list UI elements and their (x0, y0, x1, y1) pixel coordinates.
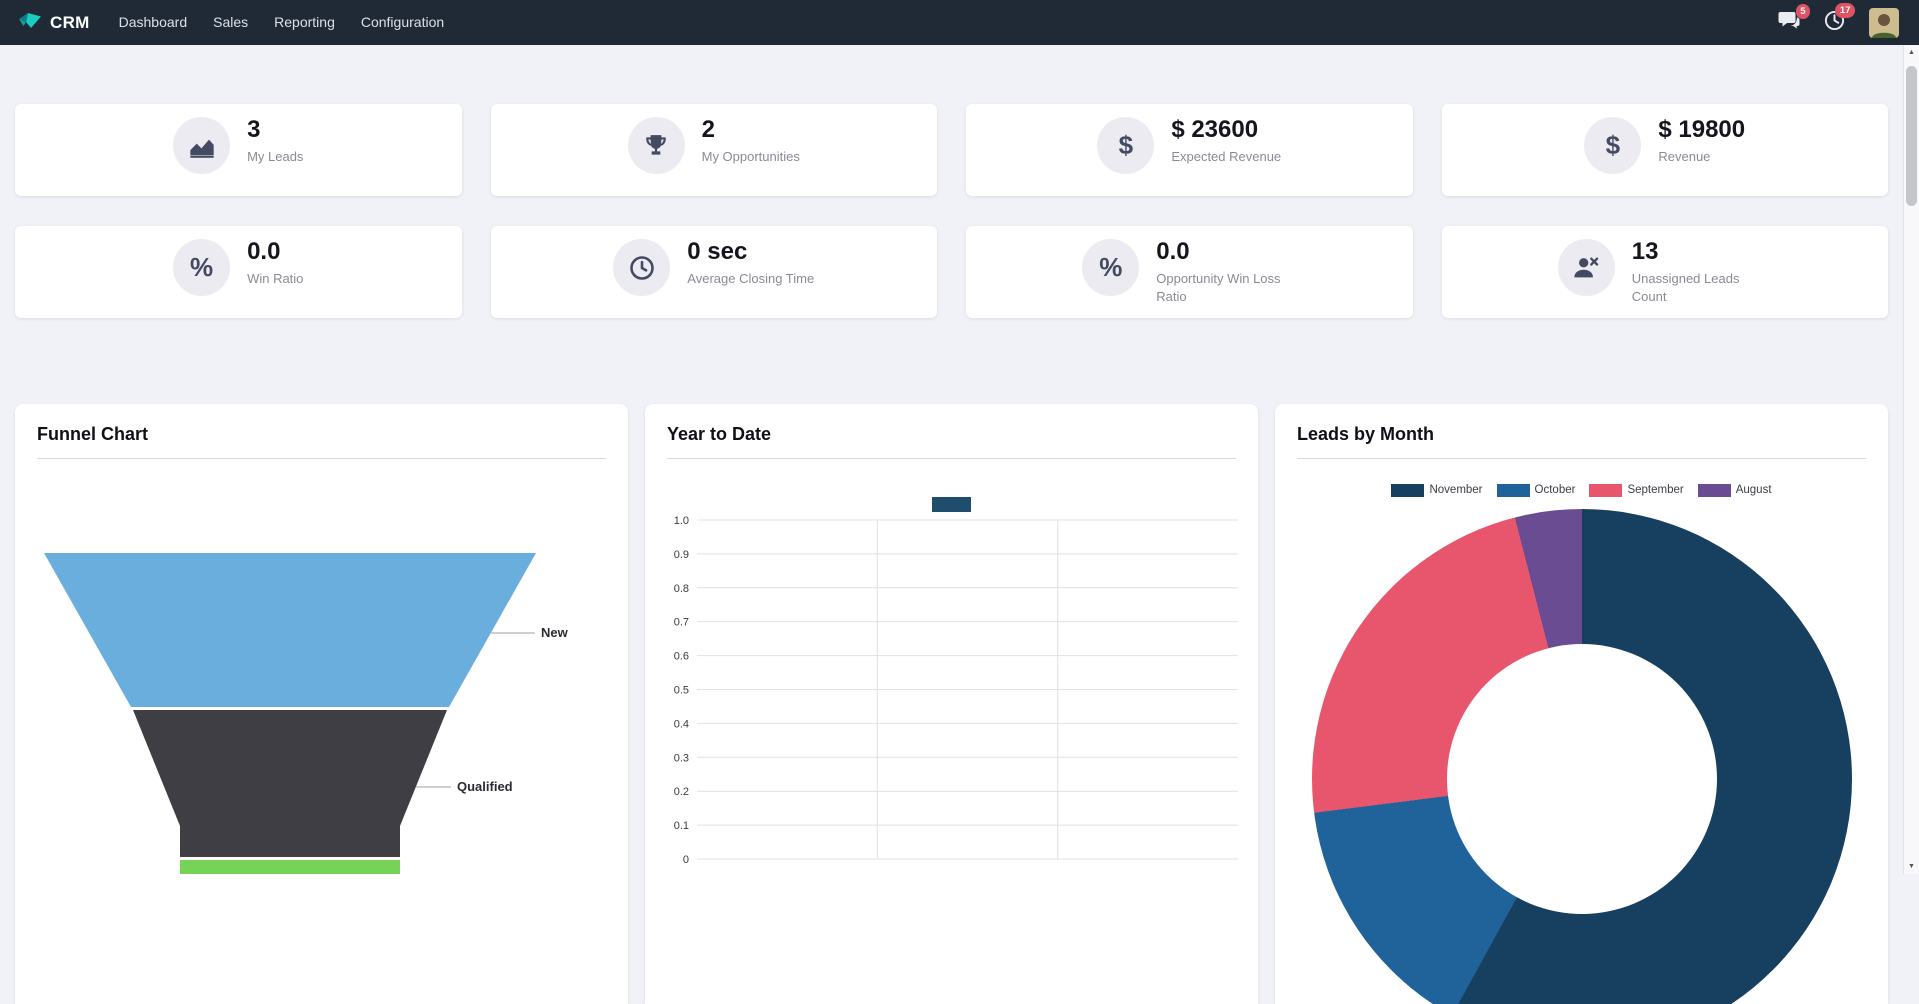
legend-label: September (1627, 484, 1683, 496)
kpi-value: $ 19800 (1658, 117, 1745, 143)
legend-item-november[interactable]: November (1391, 484, 1482, 497)
app-logo-icon (18, 12, 42, 34)
kpi-value: 2 (702, 117, 800, 143)
legend-swatch (1698, 484, 1731, 497)
y-axis-tick-label: 0.2 (674, 786, 689, 798)
user-x-icon (1558, 239, 1615, 296)
kpi-label: Win Ratio (247, 270, 303, 288)
legend-item-august[interactable]: August (1698, 484, 1772, 497)
kpi-value: 0.0 (247, 239, 303, 265)
y-axis-tick-label: 0.4 (674, 718, 689, 730)
year-to-date-chart-card: Year to Date 1.0 0.9 0.8 0.7 0.6 0.5 0.4 0.3 0.2… (645, 404, 1258, 1004)
menu-item-configuration[interactable]: Configuration (348, 0, 457, 45)
dollar-icon: $ (1584, 117, 1641, 174)
kpi-card-average-closing-time[interactable]: 0 sec Average Closing Time (491, 226, 938, 318)
menu-item-sales[interactable]: Sales (200, 0, 261, 45)
y-axis-tick-label: 0.1 (674, 820, 689, 832)
funnel-chart[interactable]: New Qualified (15, 461, 628, 874)
chart-title: Funnel Chart (37, 424, 606, 445)
y-axis-tick-label: 0.5 (674, 685, 689, 697)
leads-by-month-donut-chart[interactable] (1312, 509, 1852, 1004)
funnel-stage-label: New (541, 625, 569, 640)
funnel-stage-label: Qualified (457, 779, 513, 794)
charts-row: Funnel Chart New Qualified Year to Date 1… (15, 404, 1888, 1004)
messages-button[interactable]: 5 (1778, 11, 1800, 35)
divider (37, 458, 606, 459)
kpi-card-win-ratio[interactable]: % 0.0 Win Ratio (15, 226, 462, 318)
clock-icon (613, 239, 670, 296)
legend-item-october[interactable]: October (1497, 484, 1576, 497)
divider (1297, 458, 1866, 459)
kpi-value: 0 sec (687, 239, 814, 265)
vertical-scrollbar[interactable]: ▲ ▼ (1903, 45, 1919, 874)
y-axis-tick-label: 0.8 (674, 583, 689, 595)
scroll-down-icon[interactable]: ▼ (1904, 859, 1919, 874)
area-chart-icon (173, 117, 230, 174)
funnel-stage-1[interactable] (44, 553, 536, 707)
funnel-stage-3[interactable] (180, 860, 400, 874)
menu-item-reporting[interactable]: Reporting (261, 0, 348, 45)
kpi-card-unassigned-leads-count[interactable]: 13 Unassigned Leads Count (1442, 226, 1889, 318)
kpi-label: Opportunity Win Loss Ratio (1156, 270, 1296, 305)
funnel-stage-2[interactable] (133, 710, 447, 857)
leads-by-month-chart-card: Leads by Month November October September A… (1275, 404, 1888, 1004)
activities-badge: 17 (1835, 3, 1855, 19)
messages-badge: 5 (1796, 4, 1810, 20)
y-axis-tick-label: 0.9 (674, 549, 689, 561)
y-axis-tick-label: 0.7 (674, 617, 689, 629)
kpi-card-expected-revenue[interactable]: $ $ 23600 Expected Revenue (966, 104, 1413, 196)
chart-title: Leads by Month (1297, 424, 1866, 445)
kpi-card-my-opportunities[interactable]: 2 My Opportunities (491, 104, 938, 196)
legend-swatch (1589, 484, 1622, 497)
kpi-label: My Opportunities (702, 148, 800, 166)
percent-icon: % (1082, 239, 1139, 296)
main-menu: Dashboard Sales Reporting Configuration (106, 0, 458, 45)
scroll-up-icon[interactable]: ▲ (1904, 45, 1919, 60)
kpi-value: 13 (1632, 239, 1772, 265)
legend-label: October (1535, 484, 1576, 496)
funnel-chart-card: Funnel Chart New Qualified (15, 404, 628, 1004)
topbar-right: 5 17 (1778, 8, 1907, 38)
trophy-icon (628, 117, 685, 174)
donut-legend: November October September August (1275, 483, 1888, 497)
legend-item-september[interactable]: September (1589, 484, 1683, 497)
kpi-value: 0.0 (1156, 239, 1296, 265)
kpi-label: My Leads (247, 148, 303, 166)
y-axis-tick-label: 1.0 (674, 515, 689, 527)
kpi-label: Average Closing Time (687, 270, 814, 288)
percent-icon: % (173, 239, 230, 296)
kpi-card-revenue[interactable]: $ $ 19800 Revenue (1442, 104, 1889, 196)
kpi-card-my-leads[interactable]: 3 My Leads (15, 104, 462, 196)
kpi-grid: 3 My Leads 2 My Opportunities $ $ 23600 … (15, 104, 1888, 318)
kpi-label: Revenue (1658, 148, 1745, 166)
y-axis-tick-label: 0.6 (674, 651, 689, 663)
y-axis-tick-label: 0.3 (674, 752, 689, 764)
year-to-date-chart[interactable]: 1.0 0.9 0.8 0.7 0.6 0.5 0.4 0.3 0.2 0.1 0 (645, 512, 1258, 872)
kpi-value: $ 23600 (1171, 117, 1281, 143)
y-axis-tick-label: 0 (683, 854, 689, 866)
legend-swatch[interactable] (932, 497, 971, 512)
legend-swatch (1497, 484, 1530, 497)
kpi-label: Expected Revenue (1171, 148, 1281, 166)
kpi-value: 3 (247, 117, 303, 143)
activities-button[interactable]: 17 (1824, 10, 1845, 36)
app-name[interactable]: CRM (50, 13, 90, 33)
legend-swatch (1391, 484, 1424, 497)
top-bar: CRM Dashboard Sales Reporting Configurat… (0, 0, 1919, 45)
menu-item-dashboard[interactable]: Dashboard (106, 0, 201, 45)
scrollbar-thumb[interactable] (1906, 66, 1917, 206)
app-switcher[interactable]: CRM (12, 12, 100, 34)
dashboard-content: 3 My Leads 2 My Opportunities $ $ 23600 … (0, 45, 1903, 1004)
dollar-icon: $ (1097, 117, 1154, 174)
kpi-label: Unassigned Leads Count (1632, 270, 1772, 305)
legend-label: November (1429, 484, 1482, 496)
kpi-card-opportunity-win-loss-ratio[interactable]: % 0.0 Opportunity Win Loss Ratio (966, 226, 1413, 318)
divider (667, 458, 1236, 459)
chart-title: Year to Date (667, 424, 1236, 445)
ytd-legend (645, 497, 1258, 512)
legend-label: August (1736, 484, 1772, 496)
user-avatar[interactable] (1869, 8, 1899, 38)
